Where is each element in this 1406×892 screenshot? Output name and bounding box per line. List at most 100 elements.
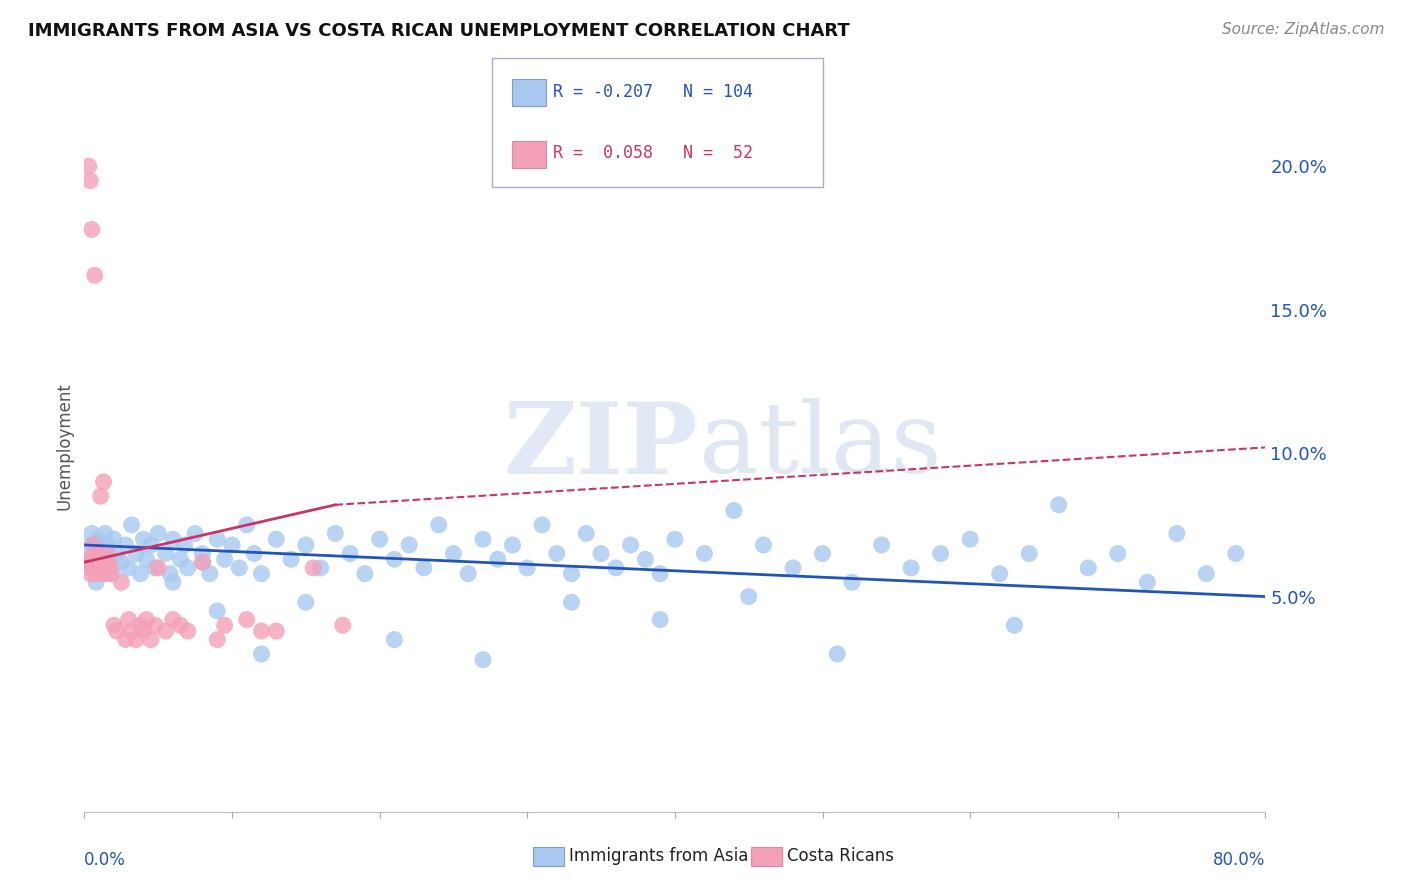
- Point: [80, 222, 103, 236]
- Point: [121, 624, 143, 638]
- Point: [486, 552, 509, 566]
- Point: [1195, 566, 1218, 581]
- Point: [98, 566, 121, 581]
- Point: [162, 533, 184, 547]
- Point: [988, 566, 1011, 581]
- Point: [86, 533, 108, 547]
- Point: [80, 526, 103, 541]
- Text: 80.0%: 80.0%: [1213, 851, 1265, 869]
- Point: [693, 547, 716, 561]
- Point: [266, 624, 288, 638]
- Point: [870, 538, 893, 552]
- Point: [1004, 618, 1026, 632]
- Text: 0.0%: 0.0%: [84, 851, 127, 869]
- Point: [191, 555, 214, 569]
- Point: [591, 547, 613, 561]
- Point: [82, 538, 104, 552]
- Point: [77, 561, 100, 575]
- Point: [76, 552, 98, 566]
- Point: [198, 566, 221, 581]
- Point: [91, 552, 114, 566]
- Point: [79, 538, 101, 552]
- Point: [129, 618, 152, 632]
- Point: [77, 552, 100, 566]
- Point: [177, 624, 200, 638]
- Point: [97, 538, 120, 552]
- Point: [143, 618, 166, 632]
- Point: [177, 561, 200, 575]
- Point: [77, 159, 100, 173]
- Point: [221, 538, 243, 552]
- Point: [214, 618, 236, 632]
- Point: [184, 526, 207, 541]
- Point: [266, 533, 288, 547]
- Point: [295, 595, 318, 609]
- Point: [159, 566, 181, 581]
- Text: R =  0.058   N =  52: R = 0.058 N = 52: [553, 145, 752, 162]
- Point: [105, 547, 128, 561]
- Point: [101, 566, 124, 581]
- Point: [561, 595, 583, 609]
- Point: [132, 624, 155, 638]
- Point: [139, 632, 162, 647]
- Point: [155, 547, 177, 561]
- Point: [82, 561, 104, 575]
- Point: [103, 618, 125, 632]
- Point: [561, 566, 583, 581]
- Point: [250, 647, 273, 661]
- Point: [83, 552, 105, 566]
- Point: [93, 475, 115, 489]
- Point: [811, 547, 834, 561]
- Point: [135, 552, 157, 566]
- Point: [129, 566, 152, 581]
- Point: [382, 632, 406, 647]
- Point: [929, 547, 952, 561]
- Point: [650, 566, 672, 581]
- Point: [723, 503, 745, 517]
- Point: [91, 566, 114, 581]
- Point: [650, 613, 672, 627]
- Point: [84, 575, 107, 590]
- Point: [125, 632, 148, 647]
- Point: [782, 561, 804, 575]
- Point: [118, 613, 141, 627]
- Point: [114, 632, 136, 647]
- Point: [84, 561, 107, 575]
- Point: [280, 552, 302, 566]
- Point: [191, 547, 214, 561]
- Point: [87, 566, 111, 581]
- Point: [354, 566, 377, 581]
- Point: [110, 575, 132, 590]
- Text: Costa Ricans: Costa Ricans: [787, 847, 894, 865]
- Point: [1107, 547, 1129, 561]
- Point: [1077, 561, 1099, 575]
- Point: [368, 533, 391, 547]
- Point: [443, 547, 465, 561]
- Point: [841, 575, 863, 590]
- Point: [236, 517, 259, 532]
- Point: [207, 533, 229, 547]
- Point: [332, 618, 354, 632]
- Point: [900, 561, 922, 575]
- Point: [302, 561, 325, 575]
- Point: [207, 632, 229, 647]
- Point: [97, 547, 120, 561]
- Point: [620, 538, 643, 552]
- Point: [114, 538, 136, 552]
- Point: [325, 526, 347, 541]
- Point: [96, 561, 118, 575]
- Point: [96, 561, 118, 575]
- Text: IMMIGRANTS FROM ASIA VS COSTA RICAN UNEMPLOYMENT CORRELATION CHART: IMMIGRANTS FROM ASIA VS COSTA RICAN UNEM…: [28, 22, 849, 40]
- Point: [236, 613, 259, 627]
- Text: R = -0.207   N = 104: R = -0.207 N = 104: [553, 83, 752, 101]
- Point: [827, 647, 849, 661]
- Point: [94, 526, 117, 541]
- Point: [664, 533, 686, 547]
- Point: [139, 538, 162, 552]
- Point: [959, 533, 981, 547]
- Point: [575, 526, 598, 541]
- Point: [90, 489, 112, 503]
- Point: [1225, 547, 1247, 561]
- Point: [169, 618, 191, 632]
- Point: [228, 561, 250, 575]
